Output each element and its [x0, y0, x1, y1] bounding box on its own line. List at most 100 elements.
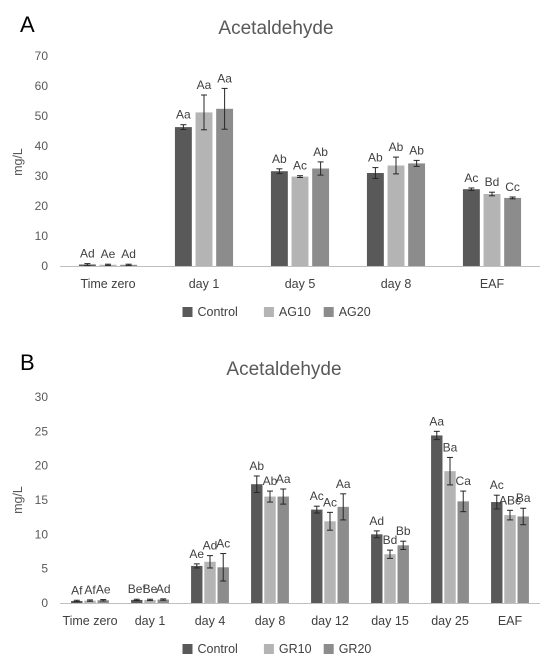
panel-b-bar-control [371, 534, 383, 603]
panel-b-data-label: Ad [369, 514, 384, 528]
panel-a-legend-swatch [182, 307, 193, 317]
panel-a-data-label: Aa [176, 108, 191, 122]
panel-b-data-label: Ac [310, 489, 324, 503]
panel-b-y-tick-label: 10 [35, 527, 49, 541]
panel-b-y-tick-label: 25 [35, 424, 49, 438]
panel-b-y-tick-label: 15 [35, 493, 49, 507]
panel-a-y-tick-label: 50 [35, 109, 49, 123]
panel-a-data-label: Ac [464, 171, 478, 185]
panel-a-plot: 0 10 20 30 40 50 60 70 Time zero Ad Ae Ad day 1 Aa Aa A… [35, 49, 540, 319]
panel-a-data-label: Bd [485, 175, 500, 189]
panel-a-y-tick-label: 0 [41, 259, 48, 273]
panel-b-legend-swatch [263, 644, 274, 654]
panel-b-legend-swatch [323, 644, 334, 654]
panel-b-y-axis-label: mg/L [11, 486, 25, 514]
panel-b-data-label: Ac [490, 478, 504, 492]
panel-b-category-label: day 8 [255, 614, 286, 628]
panel-a-data-label: Ab [313, 145, 328, 159]
panel-b-legend-label: GR10 [279, 642, 312, 656]
panel-b-bar-control [491, 502, 503, 603]
panel-b-data-label: Bef [128, 582, 147, 596]
panel-a-data-label: Ab [368, 151, 383, 165]
panel-b-data-label: Ad [156, 582, 171, 596]
panel-b-data-label: Be [143, 582, 158, 596]
panel-a-bar-ag20 [504, 197, 522, 266]
panel-a-data-label: Ad [121, 247, 136, 261]
panel-b-category-label: EAF [498, 614, 523, 628]
panel-a-data-label: Aa [217, 71, 232, 85]
panel-b-title: Acetaldehyde [226, 359, 341, 380]
panel-b-data-label: Bb [396, 524, 411, 538]
panel-b-bar-gr10 [204, 561, 216, 603]
panel-b-bar-gr20 [337, 506, 349, 603]
panel-a-bar-control [174, 127, 192, 266]
panel-b-y-tick-label: 0 [41, 596, 48, 610]
panel-a-title: Acetaldehyde [218, 18, 333, 39]
panel-b-data-label: Ac [323, 495, 337, 509]
panel-b-legend-swatch [182, 644, 193, 654]
panel-b-data-label: Ca [456, 474, 472, 488]
panel-b-category-label: Time zero [62, 614, 117, 628]
panel-a-y-tick-label: 10 [35, 229, 49, 243]
panel-b-data-label: Af [71, 583, 83, 597]
panel-a-legend-swatch [323, 307, 334, 317]
panel-b-data-label: Ad [203, 539, 218, 553]
panel-a-bar-ag10 [195, 112, 213, 267]
panel-b-data-label: Bd [383, 533, 398, 547]
panel-a-data-label: Aa [197, 78, 212, 92]
panel-b-legend-label: Control [198, 642, 238, 656]
panel-b-category-label: day 25 [431, 614, 469, 628]
panel-b-bar-gr10 [84, 600, 96, 603]
panel-a-bar-ag20 [312, 168, 330, 266]
panel-b-bar-gr20 [457, 501, 469, 603]
panel-b-category-label: day 12 [311, 614, 349, 628]
panel-b-bar-gr10 [384, 554, 396, 603]
panel-b-data-label: ABc [499, 493, 521, 507]
panel-b-bar-gr10 [144, 599, 156, 603]
panel-b-data-label: Af [84, 583, 96, 597]
panel-b-bar-control [431, 435, 443, 603]
panel-b-bar-gr20 [157, 599, 169, 603]
panel-a-bar-ag10 [387, 165, 405, 266]
panel-b-bar-gr20 [97, 600, 109, 603]
panel-b-data-label: Ab [263, 474, 278, 488]
panel-b-data-label: Ba [516, 491, 531, 505]
panel-a-y-tick-label: 70 [35, 49, 49, 63]
panel-a-data-label: Ac [293, 159, 307, 173]
panel-b-data-label: Ac [216, 537, 230, 551]
panel-a-bar-control [270, 171, 288, 266]
panel-b-data-label: Aa [336, 477, 351, 491]
panel-b-bar-gr10 [264, 496, 276, 603]
panel-b-category-label: day 4 [195, 614, 226, 628]
panel-b-data-label: Ae [189, 547, 204, 561]
panel-b-bar-gr20 [517, 516, 529, 603]
panel-b-bar-gr10 [444, 471, 456, 603]
panel-a-category-label: day 5 [285, 277, 316, 291]
panel-a-data-label: Ab [272, 152, 287, 166]
panel-a-y-tick-label: 40 [35, 139, 49, 153]
panel-b-bar-gr10 [324, 521, 336, 603]
panel-b-legend-label: GR20 [339, 642, 372, 656]
panel-a-bar-control [462, 189, 480, 266]
panel-b-bar-gr10 [504, 515, 516, 603]
panel-b-bar-control [251, 484, 263, 603]
panel-a-category-label: EAF [480, 277, 505, 291]
panel-a-category-label: Time zero [80, 277, 135, 291]
panel-b-y-tick-label: 20 [35, 459, 49, 473]
panel-a-y-axis-label: mg/L [11, 148, 25, 176]
panel-a-legend-label: Control [198, 305, 238, 319]
panel-a-legend-swatch [263, 307, 274, 317]
panel-b-data-label: Aa [276, 472, 291, 486]
panel-a-y-tick-label: 30 [35, 169, 49, 183]
panel-a-y-tick-label: 20 [35, 199, 49, 213]
panel-a-bar-ag10 [483, 194, 501, 266]
panel-a-y-tick-label: 60 [35, 79, 49, 93]
panel-b-data-label: Ab [249, 459, 264, 473]
panel-a-legend-label: AG20 [339, 305, 371, 319]
panel-b-bar-gr20 [397, 545, 409, 603]
panel-a-data-label: Ab [409, 143, 424, 157]
panel-a-legend-label: AG10 [279, 305, 311, 319]
panel-a-data-label: Cc [505, 180, 520, 194]
